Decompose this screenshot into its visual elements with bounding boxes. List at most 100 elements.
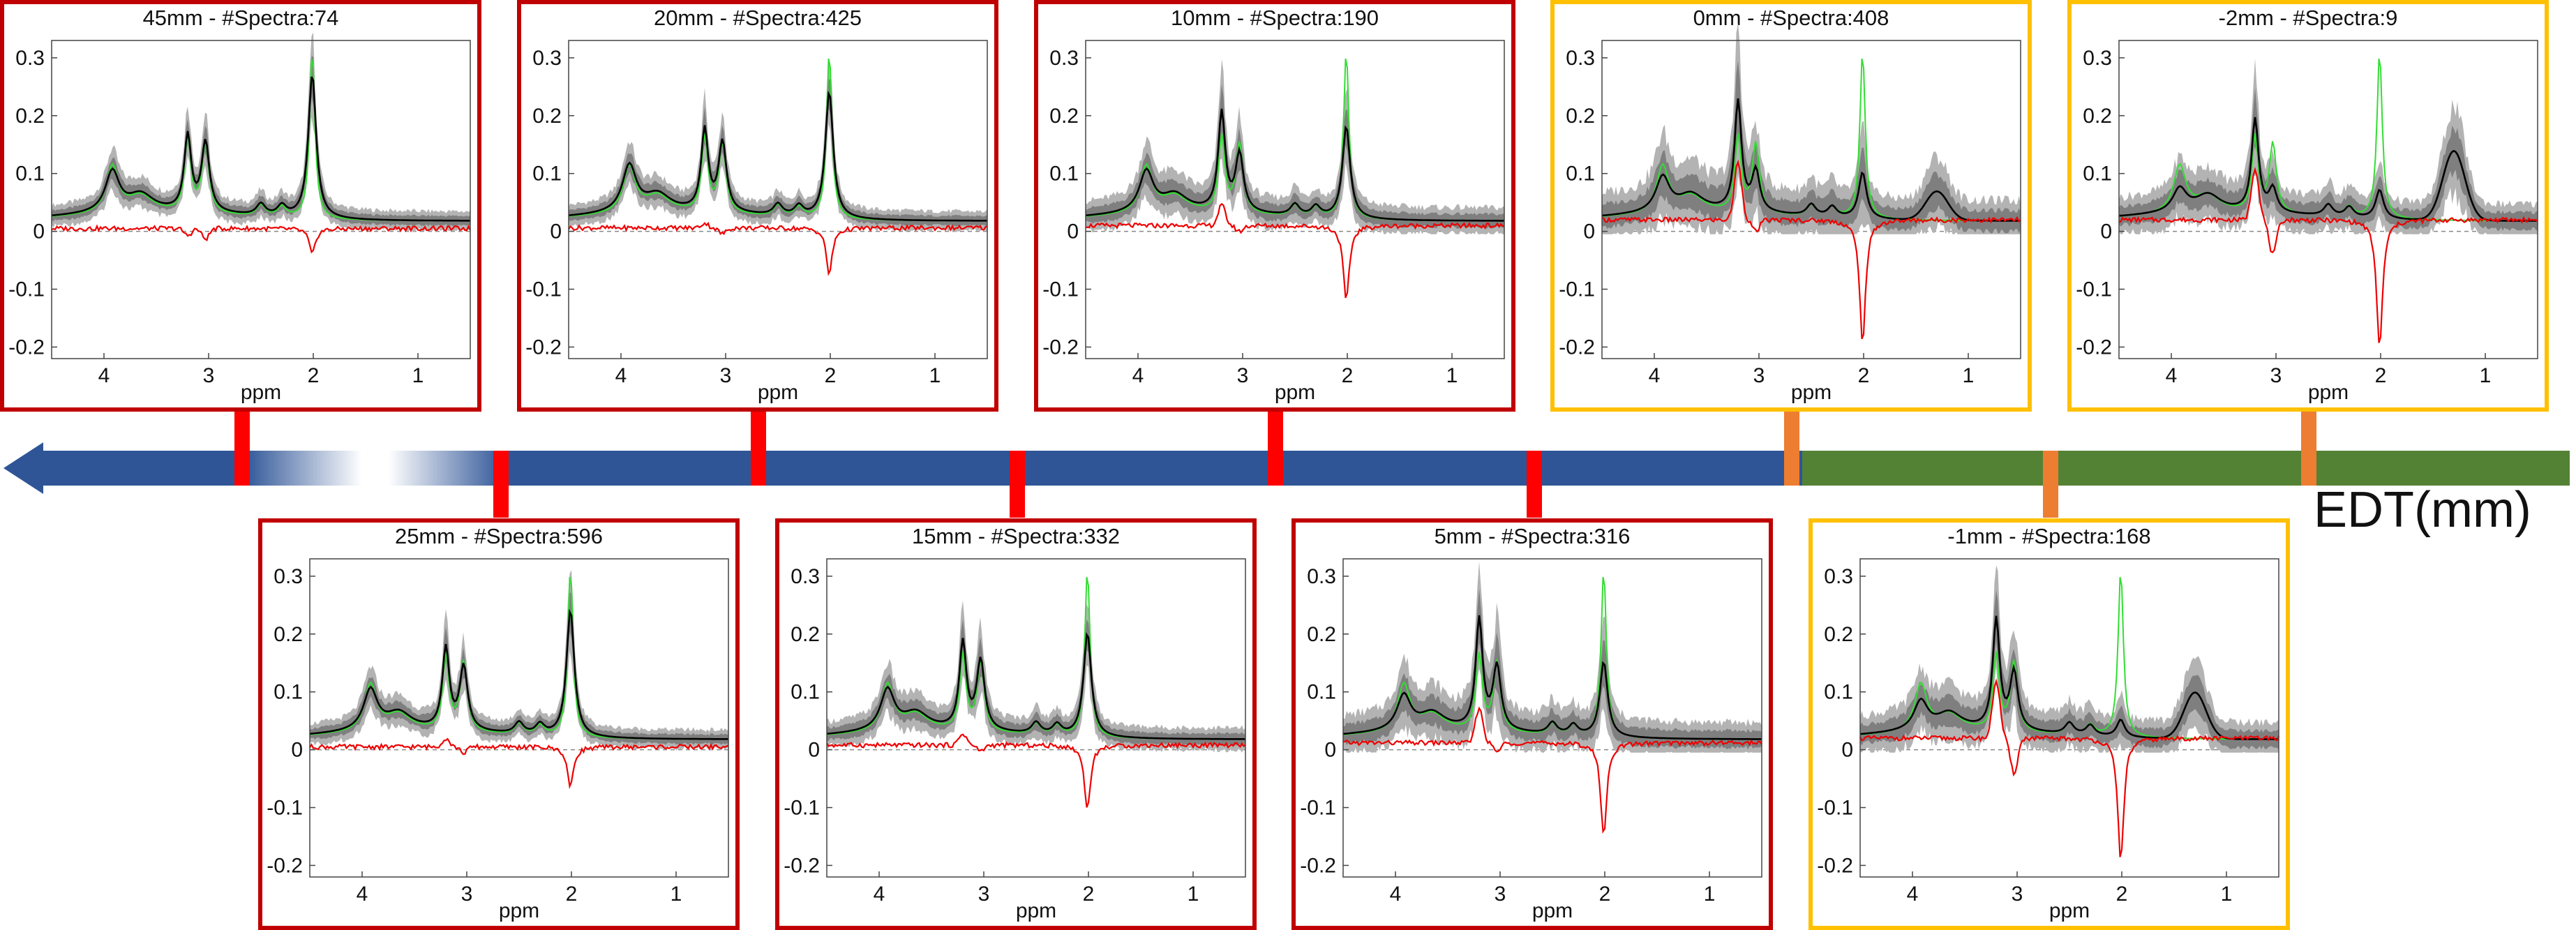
panel-title: 10mm - #Spectra:190: [1170, 6, 1379, 30]
x-tick-label: 1: [1704, 883, 1716, 906]
y-tick-label: 0.1: [532, 163, 562, 186]
plot-axes-frame: [1342, 558, 1762, 878]
std-band-outer: [1602, 23, 2021, 234]
std-band-inner: [1343, 588, 1762, 749]
y-tick-label: -0.1: [8, 278, 45, 301]
y-tick-label: 0: [1067, 220, 1079, 243]
x-tick-label: 1: [1446, 364, 1458, 387]
y-tick-label: 0: [1841, 739, 1853, 762]
std-band-outer: [1343, 561, 1762, 753]
plot-axes-frame: [1859, 558, 2279, 878]
plot-axes-frame: [1085, 40, 1505, 359]
marker-25mm: [493, 451, 509, 518]
x-axis-label: ppm: [1532, 899, 1573, 922]
std-band-inner: [1860, 590, 2279, 750]
x-tick-label: 2: [308, 364, 320, 387]
x-axis-label: ppm: [1275, 381, 1315, 404]
x-tick-label: 2: [1599, 883, 1611, 906]
y-tick-label: 0.1: [1307, 681, 1336, 704]
y-tick-label: 0.1: [274, 681, 303, 704]
x-tick-label: 2: [566, 883, 578, 906]
y-tick-label: 0.2: [1307, 623, 1336, 646]
x-axis-label: ppm: [758, 381, 798, 404]
x-axis-label: ppm: [2049, 899, 2090, 922]
x-tick-label: 2: [825, 364, 837, 387]
x-tick-label: 4: [1649, 364, 1661, 387]
y-tick-label: 0.2: [1049, 105, 1079, 128]
spectrum-panel-5mm: 5mm - #Spectra:316 0.3 0.2 0.1 0 -0.1 -0.2 4 3 2…: [1291, 518, 1773, 930]
y-tick-label: 0: [291, 739, 303, 762]
panel-title: 45mm - #Spectra:74: [142, 6, 339, 30]
y-tick-label: 0.3: [274, 565, 303, 588]
std-band-inner: [827, 619, 1245, 747]
difference-spectrum-line: [1601, 159, 2021, 340]
y-tick-label: 0.2: [2083, 105, 2112, 128]
spectrum-plot: 0.3 0.2 0.1 0 -0.1 -0.2 4 3 2 1 ppm: [2076, 40, 2538, 404]
spectrum-plot: 0.3 0.2 0.1 0 -0.1 -0.2 4 3 2 1 ppm: [1559, 23, 2021, 404]
y-tick-label: -0.2: [1817, 854, 1853, 877]
x-tick-label: 2: [1083, 883, 1095, 906]
y-tick-label: 0.1: [15, 163, 45, 186]
x-tick-label: 3: [461, 883, 473, 906]
marker-10mm: [1268, 412, 1283, 486]
y-tick-label: 0.3: [15, 47, 45, 70]
panel-title: -2mm - #Spectra:9: [2218, 6, 2398, 30]
spectrum-plot: 0.3 0.2 0.1 0 -0.1 -0.2 4 3 2 1 ppm: [1300, 558, 1762, 922]
difference-spectrum-line: [51, 224, 471, 254]
y-tick-label: -0.1: [2076, 278, 2112, 301]
spectrum-panel-20mm: 20mm - #Spectra:425 0.3 0.2 0.1 0 -0.1 -0.2 4 3…: [517, 0, 998, 412]
x-tick-label: 3: [720, 364, 732, 387]
spectrum-panel-0mm: 0mm - #Spectra:408 0.3 0.2 0.1 0 -0.1 -0.2 4 3 2…: [1550, 0, 2032, 412]
x-tick-label: 1: [671, 883, 682, 906]
x-tick-label: 2: [2116, 883, 2128, 906]
marker-15mm: [1010, 451, 1025, 518]
x-axis-label: ppm: [499, 899, 539, 922]
spectrum-plot: 0.3 0.2 0.1 0 -0.1 -0.2 4 3 2 1 ppm: [525, 40, 988, 404]
difference-spectrum-line: [1859, 678, 2280, 857]
difference-spectrum-line: [568, 221, 988, 276]
x-tick-label: 4: [1907, 883, 1919, 906]
x-tick-label: 3: [2012, 883, 2023, 906]
x-tick-label: 4: [357, 883, 368, 906]
spectrum-plot: 0.3 0.2 0.1 0 -0.1 -0.2 4 3 2 1 ppm: [784, 558, 1246, 922]
y-tick-label: 0: [808, 739, 820, 762]
y-tick-label: 0.3: [532, 47, 562, 70]
panel-title: -1mm - #Spectra:168: [1947, 524, 2151, 548]
mean-spectrum-line: [568, 90, 987, 222]
x-axis-label: ppm: [1791, 381, 1832, 404]
y-tick-label: 0.3: [791, 565, 820, 588]
mean-spectrum-line: [826, 631, 1246, 740]
y-tick-label: 0: [2100, 220, 2112, 243]
y-tick-label: 0.1: [1566, 163, 1595, 186]
mean-spectrum-line: [1342, 615, 1762, 740]
plot-axes-frame: [309, 558, 729, 878]
marker-minus2mm: [2301, 412, 2316, 486]
y-tick-label: -0.1: [1559, 278, 1595, 301]
std-band-inner: [310, 592, 728, 745]
mean-spectrum-line: [51, 76, 470, 222]
marker-5mm: [1527, 451, 1542, 518]
difference-spectrum-line: [309, 737, 729, 790]
mean-spectrum-line: [1859, 615, 2279, 740]
y-tick-label: 0.2: [15, 105, 45, 128]
marker-20mm: [751, 412, 766, 486]
panel-title: 15mm - #Spectra:332: [911, 524, 1121, 548]
y-tick-label: 0.2: [532, 105, 562, 128]
x-tick-label: 1: [929, 364, 941, 387]
y-tick-label: 0.1: [791, 681, 820, 704]
x-tick-label: 1: [1188, 883, 1199, 906]
y-tick-label: 0.1: [2083, 163, 2112, 186]
y-tick-label: -0.1: [1300, 797, 1336, 820]
plot-axes-frame: [1601, 40, 2021, 359]
difference-spectrum-line: [1342, 706, 1762, 834]
marker-45mm: [234, 412, 250, 486]
y-tick-label: 0: [33, 220, 45, 243]
marker-minus1mm: [2043, 451, 2058, 518]
x-tick-label: 4: [874, 883, 885, 906]
y-tick-label: -0.2: [525, 336, 562, 359]
x-tick-label: 2: [1858, 364, 1870, 387]
y-tick-label: 0.2: [1824, 623, 1853, 646]
timeline-arrow-head: [3, 442, 43, 494]
std-band-inner: [52, 57, 470, 227]
std-band-inner: [569, 79, 987, 227]
